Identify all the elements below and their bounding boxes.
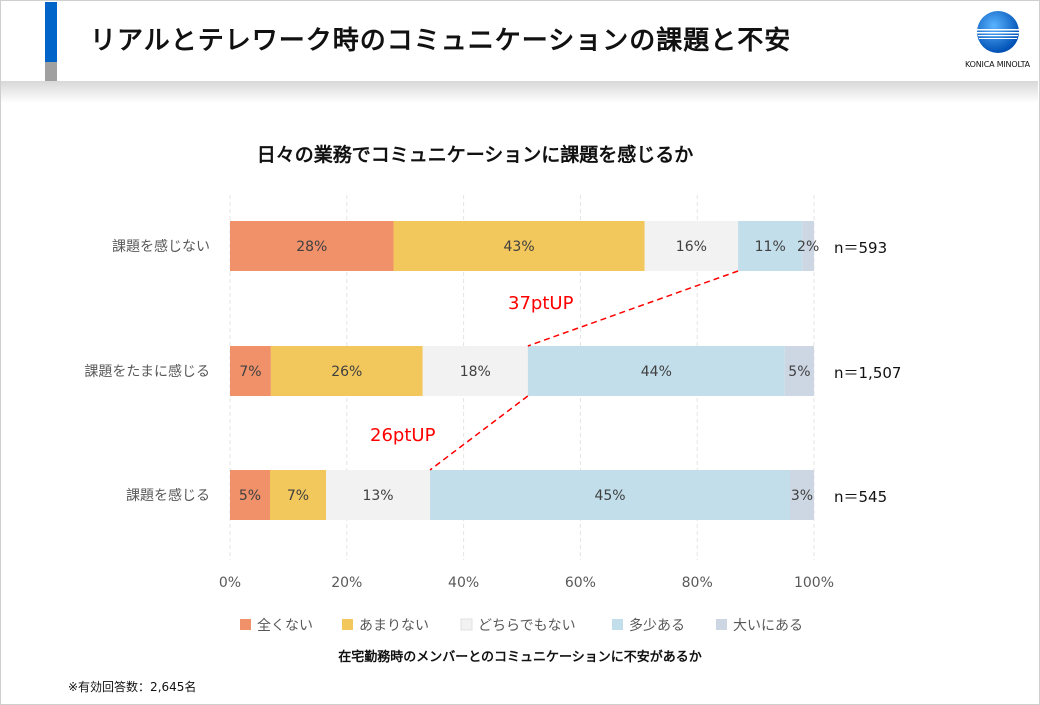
bar-segment <box>430 470 790 520</box>
x-tick-label: 40% <box>448 575 479 591</box>
konica-minolta-logo: KONICA MINOLTA <box>960 10 1035 70</box>
x-tick-label: 0% <box>219 575 241 591</box>
data-label: 7% <box>239 364 261 380</box>
chart-title: 日々の業務でコミュニケーションに課題を感じるか <box>256 144 694 166</box>
logo-text: KONICA MINOLTA <box>965 60 1030 69</box>
data-label: 11% <box>755 239 786 255</box>
bar-segment <box>644 221 739 271</box>
data-label: 7% <box>287 488 309 504</box>
n-label: n＝593 <box>834 239 887 257</box>
legend-label: あまりない <box>359 618 429 634</box>
bar-segment <box>270 346 423 396</box>
bar-segment <box>527 346 785 396</box>
footnote: ※有効回答数：2,645名 <box>68 680 197 694</box>
legend-label: 多少ある <box>629 617 685 634</box>
bar-segment <box>738 221 803 271</box>
x-tick-label: 80% <box>682 575 713 591</box>
bar-segment <box>230 346 271 396</box>
data-label: 45% <box>594 488 625 504</box>
category-label: 課題を感じる <box>126 487 210 504</box>
data-label: 2% <box>797 239 819 255</box>
data-label: 26% <box>331 364 362 380</box>
legend-label: どちらでもない <box>478 618 576 634</box>
data-label: 13% <box>362 488 393 504</box>
bar-segment <box>230 470 270 520</box>
category-label: 課題をたまに感じる <box>84 363 210 380</box>
legend-swatch <box>240 619 251 630</box>
n-label: n＝1,507 <box>834 364 901 382</box>
trend-line <box>429 395 529 471</box>
accent-bar-gray <box>45 62 57 81</box>
data-label: 3% <box>791 488 813 504</box>
legend-swatch <box>612 619 623 630</box>
bar-segment <box>230 221 394 271</box>
bar-segment <box>784 346 814 396</box>
data-label: 16% <box>676 239 707 255</box>
bar-segment <box>802 221 814 271</box>
globe-icon <box>976 11 1019 53</box>
data-label: 18% <box>460 364 491 380</box>
n-label: n＝545 <box>834 488 887 506</box>
legend-label: 全くない <box>257 617 313 634</box>
annotation-37pt: 37ptUP <box>508 293 574 314</box>
category-label: 課題を感じない <box>112 238 210 255</box>
page-title: リアルとテレワーク時のコミュニケーションの課題と不安 <box>90 26 792 56</box>
bar-segment <box>422 346 528 396</box>
data-label: 5% <box>788 364 810 380</box>
bar-segment <box>790 470 814 520</box>
annotation-26pt: 26ptUP <box>370 425 436 446</box>
x-tick-label: 100% <box>794 575 834 591</box>
data-label: 5% <box>239 488 261 504</box>
legend-swatch <box>460 618 473 631</box>
legend-swatch <box>716 619 727 630</box>
bar-segment <box>393 221 645 271</box>
legend-label: 大いにある <box>733 618 803 634</box>
bar-segment <box>326 470 430 520</box>
data-label: 44% <box>641 364 672 380</box>
data-label: 43% <box>504 239 535 255</box>
legend-swatch <box>342 619 353 630</box>
bar-segment <box>270 470 326 520</box>
accent-bar <box>45 2 57 62</box>
header-shadow <box>1 81 1038 103</box>
x-tick-label: 20% <box>331 575 362 591</box>
x-axis-label: 在宅勤務時のメンバーとのコミュニケーションに不安があるか <box>338 650 702 665</box>
trend-line <box>527 270 739 347</box>
x-tick-label: 60% <box>565 575 596 591</box>
header <box>2 2 1036 80</box>
data-label: 28% <box>296 239 327 255</box>
